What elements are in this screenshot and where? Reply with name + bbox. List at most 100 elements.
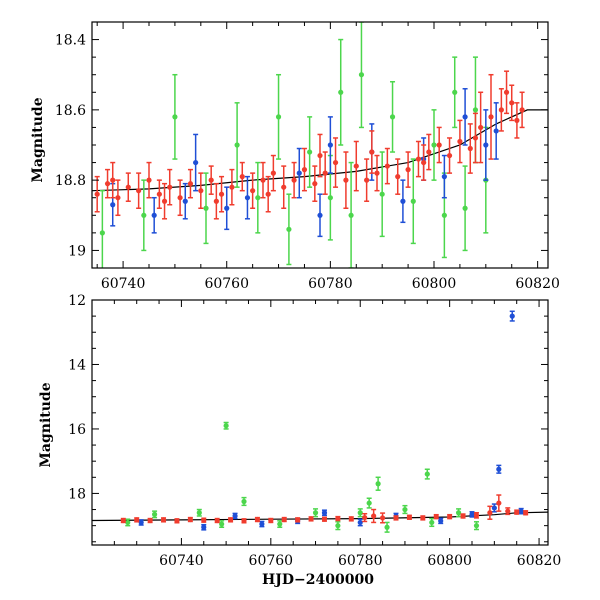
data-point-blue bbox=[182, 182, 188, 220]
data-point-red bbox=[362, 512, 368, 523]
data-point-red bbox=[446, 137, 453, 174]
plot-frame bbox=[91, 299, 549, 546]
data-point-green bbox=[462, 165, 468, 252]
data-point-red bbox=[371, 508, 377, 524]
data-point-blue bbox=[224, 186, 230, 231]
data-point-red bbox=[433, 513, 439, 520]
data-point-green bbox=[196, 508, 202, 517]
data-point-red bbox=[270, 154, 276, 192]
data-point-green bbox=[203, 172, 209, 245]
data-point-red bbox=[241, 518, 247, 524]
data-point-red bbox=[281, 516, 287, 523]
data-point-red bbox=[201, 517, 207, 523]
data-point-green bbox=[151, 510, 158, 519]
data-point-red bbox=[291, 161, 297, 199]
data-point-red bbox=[254, 516, 261, 523]
data-point-green bbox=[375, 476, 381, 491]
data-point-green bbox=[141, 179, 147, 252]
bottom-panel: 60740 60760 60780 60800 60820 12 14 16 18 Magnit… bbox=[38, 293, 561, 588]
data-point-red bbox=[369, 130, 375, 174]
x-tick-label: 60740 bbox=[159, 553, 204, 569]
data-point-red bbox=[321, 516, 328, 522]
bottom-ylabel: Magnitude bbox=[38, 382, 54, 467]
data-point-red bbox=[322, 151, 328, 195]
data-point-red bbox=[523, 510, 529, 516]
data-point-red bbox=[229, 168, 235, 206]
data-point-blue bbox=[518, 507, 524, 515]
data-point-red bbox=[420, 515, 426, 521]
data-point-green bbox=[455, 508, 462, 518]
data-point-blue bbox=[469, 511, 475, 518]
data-point-red bbox=[147, 517, 153, 524]
x-tick-label: 60740 bbox=[101, 276, 146, 292]
data-point-red bbox=[115, 179, 121, 217]
data-point-red bbox=[496, 494, 502, 512]
x-tick-label: 60820 bbox=[517, 553, 562, 569]
data-point-red bbox=[353, 140, 359, 192]
data-point-blue bbox=[357, 518, 363, 527]
data-point-blue bbox=[327, 116, 333, 174]
data-point-red bbox=[406, 514, 413, 520]
data-point-red bbox=[250, 172, 256, 210]
data-point-red bbox=[415, 140, 422, 178]
data-point-red bbox=[395, 158, 401, 195]
data-point-red bbox=[177, 179, 183, 217]
data-point-red bbox=[218, 175, 225, 213]
data-point-red bbox=[136, 172, 142, 210]
data-point-red bbox=[125, 172, 131, 202]
data-point-red bbox=[514, 509, 520, 515]
data-point-blue bbox=[321, 509, 328, 517]
data-point-green bbox=[473, 521, 480, 531]
data-point-blue bbox=[491, 503, 497, 513]
data-point-green bbox=[286, 193, 292, 266]
x-tick-label: 60760 bbox=[249, 553, 294, 569]
data-point-blue bbox=[509, 310, 515, 322]
data-point-red bbox=[239, 161, 245, 192]
data-point-red bbox=[187, 168, 194, 199]
data-point-red bbox=[473, 512, 480, 519]
data-point-green bbox=[234, 102, 240, 188]
data-point-red bbox=[317, 133, 323, 178]
data-point-red bbox=[198, 172, 204, 210]
data-point-green bbox=[389, 80, 396, 153]
data-point-red bbox=[301, 147, 308, 192]
data-point-red bbox=[110, 161, 116, 199]
data-point-green bbox=[384, 521, 390, 533]
top-panel: 60740 60760 60780 60800 6082018.418.618.819 … bbox=[30, 21, 560, 292]
data-point-red bbox=[214, 517, 220, 524]
x-tick-label: 60780 bbox=[338, 553, 383, 569]
x-tick-label: 60800 bbox=[427, 553, 472, 569]
data-point-red bbox=[457, 119, 463, 164]
data-point-red bbox=[426, 133, 432, 171]
y-tick-label: 18.6 bbox=[55, 103, 86, 119]
data-point-blue bbox=[483, 109, 489, 181]
data-point-red bbox=[227, 517, 234, 523]
data-point-red bbox=[436, 126, 442, 164]
data-point-green bbox=[255, 161, 261, 234]
data-point-red bbox=[161, 182, 168, 220]
data-point-green bbox=[358, 22, 365, 129]
data-point-green bbox=[219, 520, 225, 529]
top-ylabel: Magnitude bbox=[30, 97, 46, 182]
data-point-red bbox=[503, 70, 510, 115]
data-point-green bbox=[275, 73, 282, 160]
data-point-blue bbox=[151, 196, 157, 234]
data-point-red bbox=[488, 73, 494, 160]
y-tick-label: 14 bbox=[68, 357, 86, 373]
data-point-blue bbox=[193, 133, 199, 192]
data-point-red bbox=[308, 516, 314, 522]
data-point-red bbox=[146, 161, 152, 199]
data-point-red bbox=[335, 515, 341, 522]
data-point-blue bbox=[438, 517, 444, 525]
data-point-red bbox=[472, 112, 479, 164]
data-point-red bbox=[343, 151, 349, 210]
data-point-green bbox=[410, 158, 416, 245]
data-point-red bbox=[312, 165, 318, 202]
x-tick-label: 60780 bbox=[308, 276, 353, 292]
data-point-red bbox=[120, 517, 126, 524]
data-point-blue bbox=[317, 193, 323, 238]
data-point-red bbox=[160, 517, 167, 523]
data-point-red bbox=[374, 154, 380, 192]
data-point-blue bbox=[493, 102, 499, 160]
data-point-blue bbox=[462, 88, 468, 146]
